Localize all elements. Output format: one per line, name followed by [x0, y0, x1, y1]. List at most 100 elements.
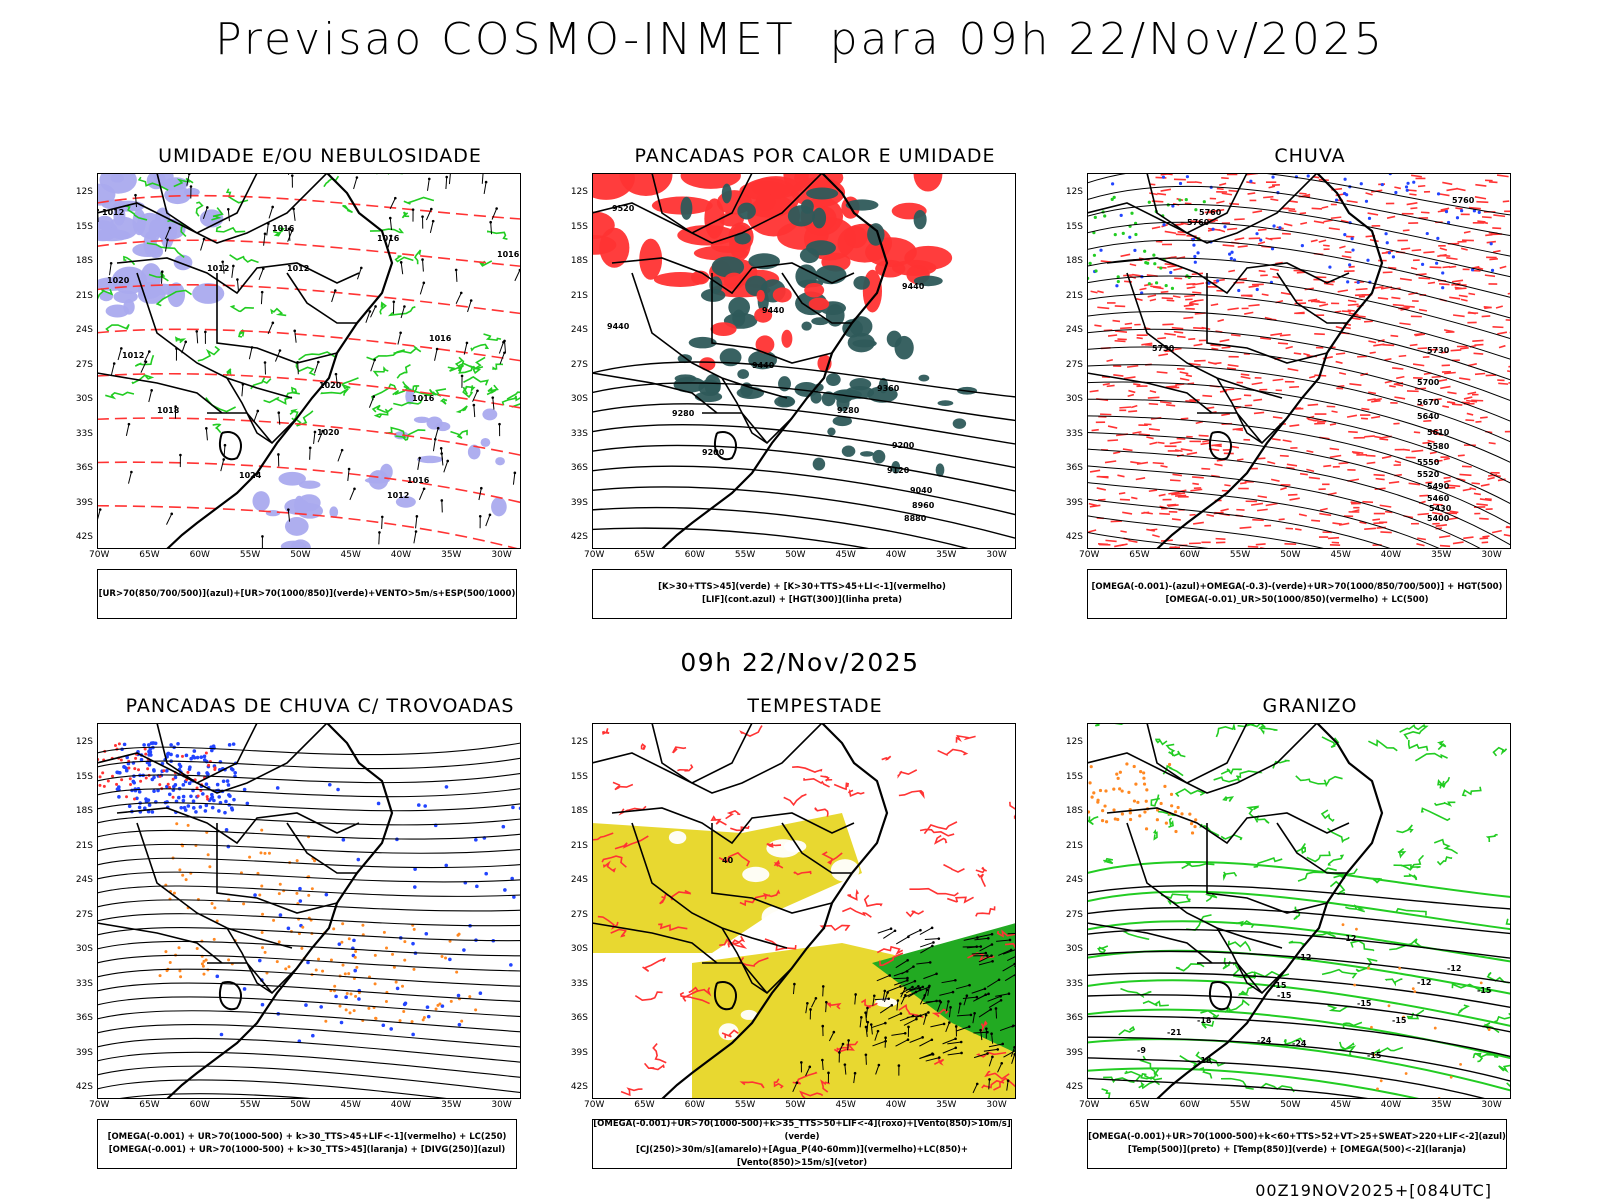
thunder-orange-dot — [348, 1011, 352, 1015]
divergence-dot — [337, 942, 342, 946]
precipitable-water-contour — [803, 778, 830, 788]
divergence-dot — [510, 876, 514, 881]
lon-tick-label: 50W — [1280, 1100, 1301, 1110]
contour-label: 5520 — [1417, 470, 1440, 479]
rain-area — [1240, 482, 1247, 485]
omega-orange-dot — [1404, 1072, 1408, 1075]
wind-arrow-head — [985, 1027, 988, 1030]
rain-blue-dot — [1472, 209, 1477, 213]
rain-area — [1157, 192, 1167, 196]
lon-tick-label: 60W — [189, 1100, 210, 1110]
divergence-dot — [339, 1020, 344, 1025]
rain-blue-dot — [1394, 190, 1398, 195]
wind-arrow — [895, 959, 908, 969]
divergence-dot — [257, 958, 262, 963]
rain-area — [1195, 181, 1202, 184]
rain-area — [1190, 488, 1203, 492]
lat-tick-label: 30S — [75, 394, 93, 404]
rain-area — [1442, 181, 1453, 186]
divergence-dot — [152, 775, 156, 780]
wind-arrow-head — [949, 1006, 952, 1009]
lat-tick-label: 42S — [1065, 532, 1083, 542]
wind-arrow-head — [928, 984, 931, 988]
rain-area — [1415, 333, 1426, 337]
wind-arrow — [419, 282, 425, 295]
wind-arrow-head — [476, 389, 479, 393]
precipitable-water-contour — [730, 825, 750, 832]
omega-orange-dot — [1112, 787, 1116, 791]
state-border — [156, 173, 258, 234]
rain-blue-dot — [1350, 237, 1354, 241]
rain-area — [1346, 199, 1358, 204]
temp-850-contour — [1297, 867, 1337, 882]
map-area[interactable] — [97, 723, 521, 1099]
rain-area — [1158, 353, 1169, 357]
wind-arrow — [140, 361, 147, 373]
lon-tick-label: 50W — [785, 550, 806, 560]
wind-arrow-head — [903, 986, 907, 990]
heat-shower-green-area — [872, 449, 886, 464]
thunder-orange-dot — [184, 878, 188, 882]
wind-arrow — [485, 514, 491, 527]
humidity-low-contour — [272, 227, 285, 237]
omega-orange-dot — [1487, 1028, 1491, 1032]
precipitable-water-contour — [612, 781, 634, 791]
wind-arrow — [268, 206, 274, 219]
precipitable-water-contour — [931, 1008, 949, 1018]
rain-area — [1172, 295, 1181, 299]
wind-arrow-head — [168, 226, 172, 230]
wind-arrow-head — [854, 993, 857, 996]
rain-area — [1463, 230, 1471, 234]
wind-arrow-head — [928, 961, 932, 964]
wind-arrow-head — [334, 372, 338, 376]
wind-arrow — [896, 936, 909, 945]
rain-area — [1432, 511, 1443, 516]
precipitable-water-contour — [718, 851, 751, 867]
wind-arrow-head — [333, 289, 337, 292]
rain-area — [1127, 393, 1135, 398]
wind-arrow-head — [989, 1008, 993, 1011]
contour-label: 9440 — [752, 361, 775, 370]
wind-arrow — [877, 928, 892, 934]
wind-arrow-head — [906, 958, 909, 962]
lon-tick-label: 45W — [340, 1100, 361, 1110]
temp-850-contour — [1498, 1064, 1511, 1074]
rain-area — [1411, 249, 1422, 252]
rain-area — [1120, 326, 1132, 330]
rain-area — [1392, 303, 1404, 307]
rain-area — [1331, 410, 1338, 414]
rain-green-dot — [1130, 211, 1134, 215]
temp-850-contour — [1168, 750, 1186, 758]
wind-arrow — [920, 945, 933, 954]
wind-arrow-head — [937, 1056, 941, 1059]
rain-area — [1448, 517, 1459, 521]
map-area[interactable]: 9520 9440 9440 9440 9360 9280 9280 9200 9120 9040… — [592, 173, 1016, 549]
rain-area — [1488, 441, 1496, 445]
rain-blue-dot — [1348, 263, 1352, 267]
lat-tick-label: 27S — [1065, 909, 1083, 920]
precipitable-water-contour — [671, 746, 687, 754]
rain-area — [1289, 497, 1300, 501]
rain-green-dot — [1147, 200, 1151, 204]
contour-line — [1087, 432, 1511, 525]
map-area[interactable]: 40 — [592, 723, 1016, 1099]
rain-area — [1329, 454, 1342, 459]
divergence-dot — [306, 960, 310, 965]
map-area[interactable]: 1012 1016 1012 1012 1016 1016 1016 1020 1024 1016… — [97, 173, 521, 549]
rain-area — [1463, 396, 1473, 400]
lon-tick-label: 65W — [634, 550, 655, 560]
wind-arrow — [499, 352, 505, 365]
thunder-orange-dot — [201, 964, 205, 968]
map-area[interactable]: 5760 5760 5760 5730 5730 5700 5670 5640 5610 5580… — [1087, 173, 1511, 549]
wind-arrow — [903, 1018, 917, 1026]
rain-area — [1442, 405, 1450, 409]
humidity-mid-area — [416, 455, 443, 464]
divergence-dot — [226, 783, 231, 787]
omega-orange-dot — [1341, 923, 1345, 927]
divergence-dot — [176, 795, 181, 800]
wind-arrow-head — [308, 446, 312, 450]
rain-area — [1498, 344, 1506, 349]
wind-arrow-head — [913, 979, 917, 983]
map-area[interactable]: -12 -12 -15 -15 -18 -24 -21 -15 -15 -15 -24 -18 -12-… — [1087, 723, 1511, 1099]
streamline — [97, 968, 521, 987]
